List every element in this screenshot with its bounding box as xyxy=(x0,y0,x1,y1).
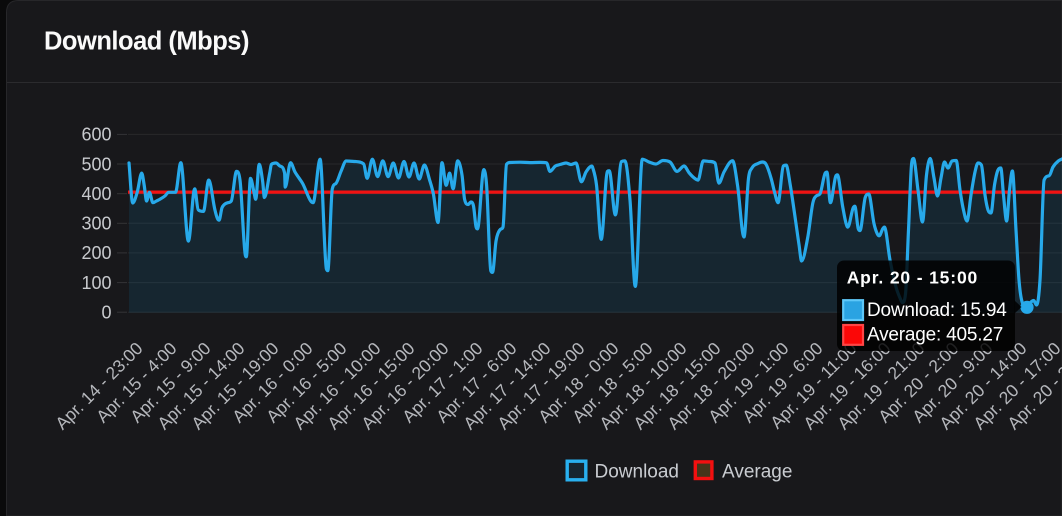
svg-text:200: 200 xyxy=(81,243,111,263)
svg-text:Download: 15.94: Download: 15.94 xyxy=(867,300,1007,321)
svg-text:100: 100 xyxy=(81,273,111,293)
svg-text:600: 600 xyxy=(81,125,111,145)
svg-text:Apr. 20 - 15:00: Apr. 20 - 15:00 xyxy=(847,267,978,287)
svg-text:Download (Mbps): Download (Mbps) xyxy=(44,28,249,56)
svg-text:400: 400 xyxy=(81,184,111,204)
svg-text:500: 500 xyxy=(81,154,111,174)
svg-text:300: 300 xyxy=(81,214,111,234)
svg-text:Average: 405.27: Average: 405.27 xyxy=(867,325,1003,346)
svg-text:0: 0 xyxy=(101,303,111,323)
svg-text:Average: Average xyxy=(722,461,792,482)
svg-text:Download: Download xyxy=(595,461,680,482)
